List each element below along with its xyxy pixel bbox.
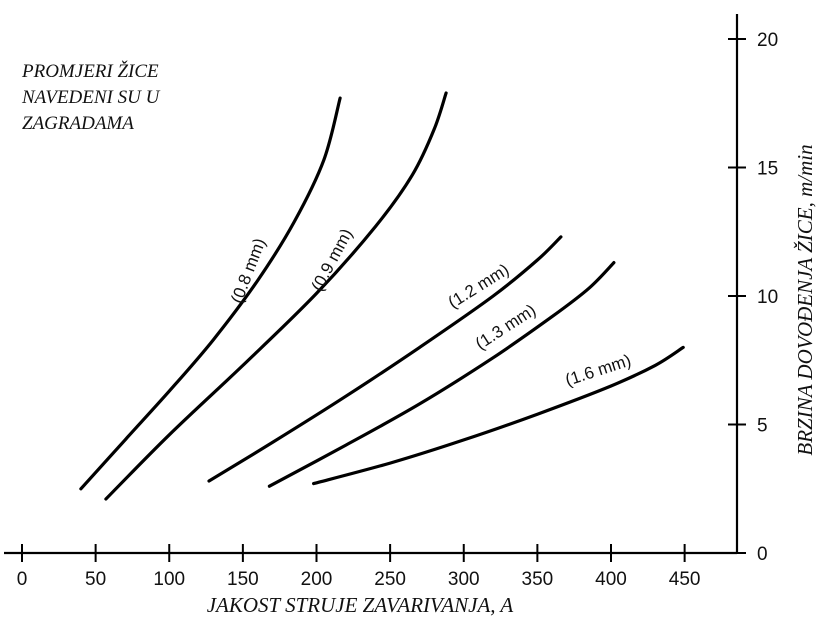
x-tick-label: 200 [301,569,333,590]
series-line-1 [79,96,342,491]
y-tick-label: 10 [757,287,778,308]
x-tick-label: 300 [448,569,480,590]
x-tick-label: 450 [669,569,701,590]
x-tick-label: 100 [153,569,185,590]
series-label-3: (1.2 mm) [445,260,513,312]
diameter-note: PROMJERI ŽICE NAVEDENI SU U ZAGRADAMA [21,60,161,134]
series-lines [79,91,685,501]
series-line-3 [207,235,563,483]
y-tick-label: 0 [757,544,768,565]
y-axis-title: BRZINA DOVOĐENJA ŽICE, m/min [793,144,817,455]
x-axis-title: JAKOST STRUJE ZAVARIVANJA, A [207,593,514,617]
series-label-4: (1.3 mm) [472,300,539,353]
series-line-4 [267,261,616,488]
x-axis-ticks: 0 50 100 150 200 250 300 350 400 450 [17,544,701,590]
x-tick-label: 250 [374,569,406,590]
y-tick-label: 15 [757,159,778,180]
x-tick-label: 0 [17,569,28,590]
note-line-2: NAVEDENI SU U [21,87,161,108]
y-axis-ticks: 0 5 10 15 20 [728,30,778,565]
note-line-1: PROMJERI ŽICE [21,60,159,82]
x-tick-label: 350 [522,569,554,590]
x-tick-label: 400 [595,569,627,590]
y-tick-label: 5 [757,416,768,437]
series-line-5 [312,345,685,486]
x-tick-label: 50 [85,569,106,590]
series-label-5: (1.6 mm) [563,351,634,390]
note-line-3: ZAGRADAMA [22,113,134,134]
y-tick-label: 20 [757,30,778,51]
x-tick-label: 150 [227,569,259,590]
series-line-2 [104,91,448,501]
series-labels: (0.8 mm) (0.9 mm) (1.2 mm)(1.3 mm)(1.6 mm) [227,225,633,389]
